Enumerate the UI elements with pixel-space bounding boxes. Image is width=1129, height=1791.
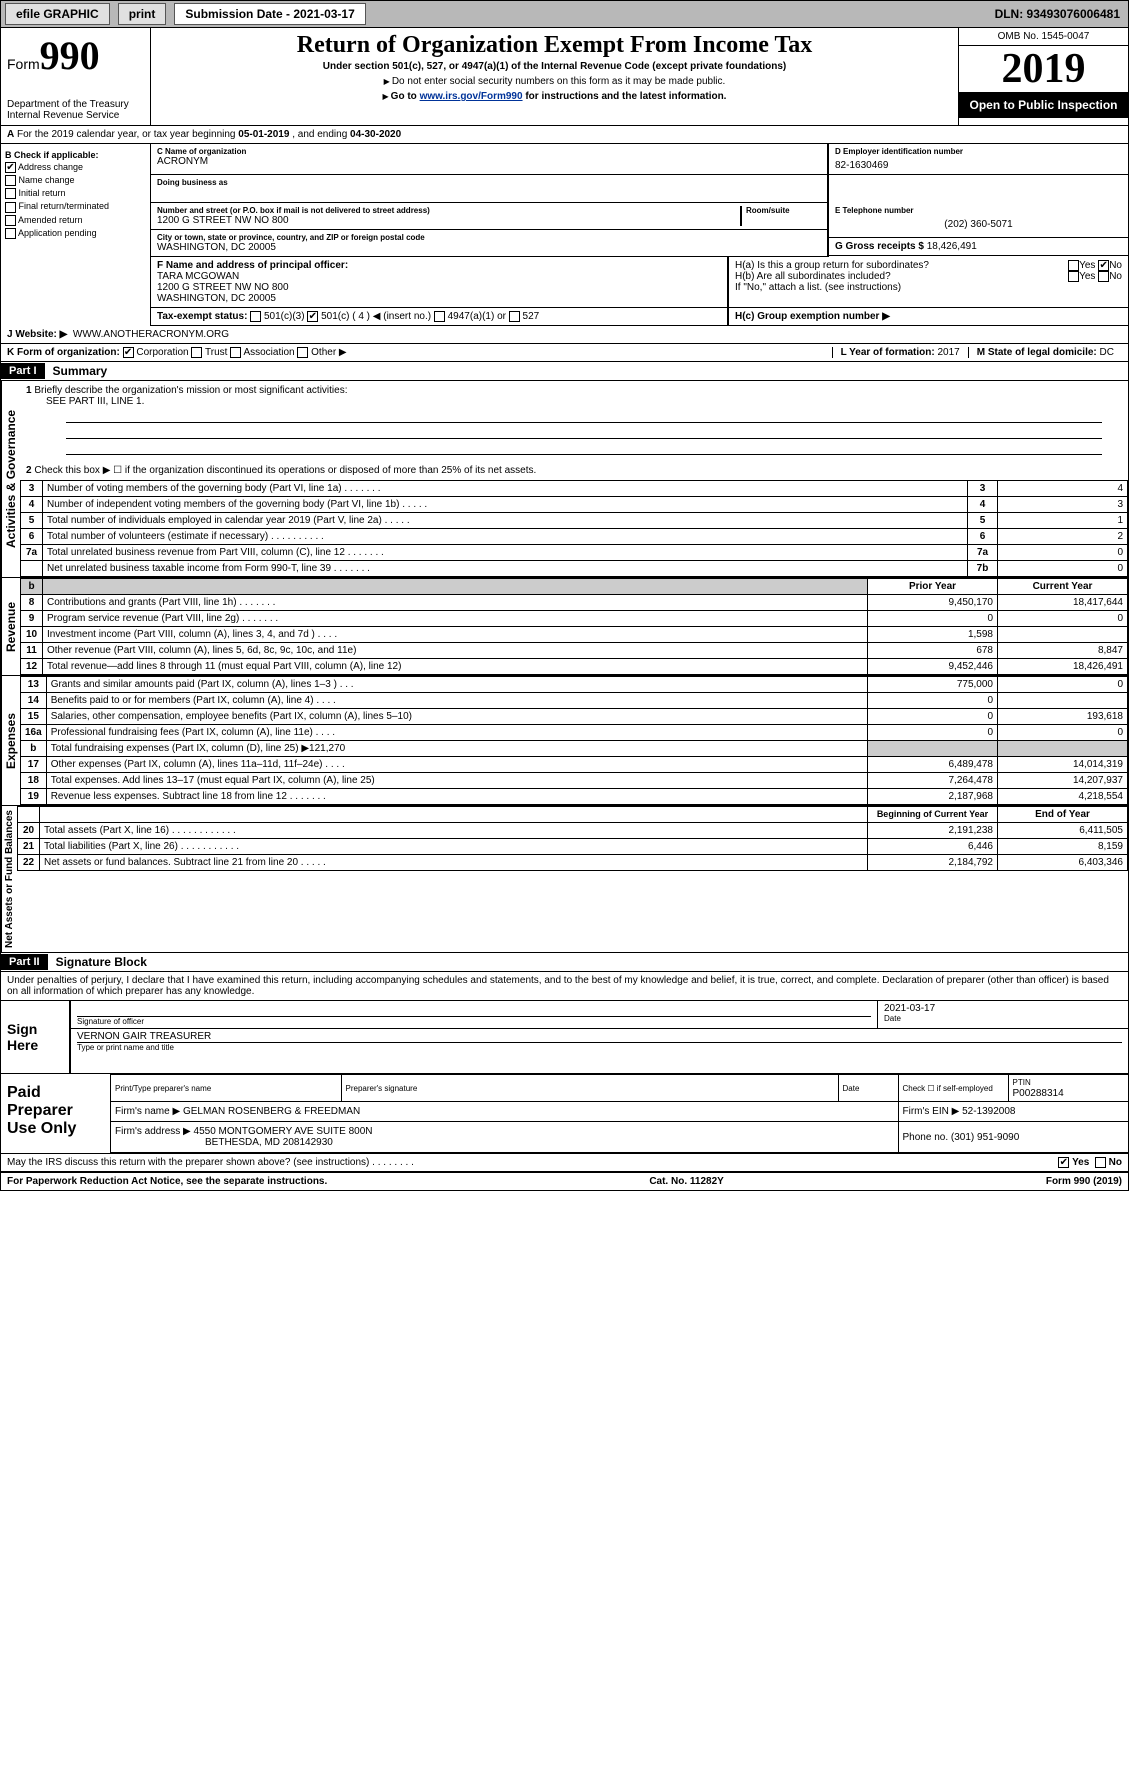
website-value: WWW.ANOTHERACRONYM.ORG [73, 329, 229, 340]
subtitle-3: Go to www.irs.gov/Form990 for instructio… [157, 91, 952, 102]
table-expenses: 13Grants and similar amounts paid (Part … [20, 676, 1128, 805]
sig-date: 2021-03-17 [884, 1003, 1122, 1014]
cb-assoc[interactable] [230, 347, 241, 358]
cb-trust[interactable] [191, 347, 202, 358]
discuss-row: May the IRS discuss this return with the… [1, 1154, 1128, 1173]
entity-info-section: B Check if applicable: Address change Na… [1, 144, 1128, 326]
gross-receipts: 18,426,491 [927, 241, 977, 252]
cb-501c[interactable] [307, 311, 318, 322]
dln-label: DLN: 93493076006481 [995, 7, 1128, 21]
ptin: P00288314 [1013, 1088, 1064, 1099]
org-name: ACRONYM [157, 156, 208, 167]
label-revenue: Revenue [1, 578, 20, 675]
checkbox-app-pending[interactable] [5, 228, 16, 239]
form-of-org-row: K Form of organization: Corporation Trus… [1, 344, 1128, 362]
state-domicile: DC [1100, 347, 1114, 358]
part2-header: Part II Signature Block [1, 953, 1128, 972]
form-header: Form990 Department of the Treasury Inter… [1, 28, 1128, 126]
subtitle-1: Under section 501(c), 527, or 4947(a)(1)… [157, 61, 952, 72]
checkbox-final-return[interactable] [5, 202, 16, 213]
hb-label: H(b) Are all subordinates included? [735, 271, 891, 282]
checkbox-initial-return[interactable] [5, 188, 16, 199]
tax-year-row: A For the 2019 calendar year, or tax yea… [1, 126, 1128, 144]
officer-addr1: 1200 G STREET NW NO 800 [157, 282, 721, 293]
cb-other[interactable] [297, 347, 308, 358]
part1-header: Part I Summary [1, 362, 1128, 381]
tax-year: 2019 [959, 46, 1128, 92]
top-toolbar: efile GRAPHIC print Submission Date - 20… [1, 1, 1128, 28]
paid-preparer-label: Paid Preparer Use Only [1, 1074, 111, 1153]
print-button[interactable]: print [118, 3, 167, 25]
hb-no[interactable] [1098, 271, 1109, 282]
form-990-page: efile GRAPHIC print Submission Date - 20… [0, 0, 1129, 1191]
firm-ein: 52-1392008 [962, 1106, 1015, 1117]
firm-phone: (301) 951-9090 [951, 1132, 1019, 1143]
irs-link[interactable]: www.irs.gov/Form990 [420, 91, 523, 102]
firm-name: GELMAN ROSENBERG & FREEDMAN [183, 1106, 360, 1117]
omb-number: OMB No. 1545-0047 [959, 28, 1128, 46]
checkbox-address-change[interactable] [5, 162, 16, 173]
mission-text: SEE PART III, LINE 1. [26, 396, 144, 407]
officer-addr2: WASHINGTON, DC 20005 [157, 293, 721, 304]
ein: 82-1630469 [835, 156, 1122, 171]
page-footer: For Paperwork Reduction Act Notice, see … [1, 1173, 1128, 1190]
officer-name: TARA MCGOWAN [157, 271, 721, 282]
cb-4947[interactable] [434, 311, 445, 322]
ha-yes[interactable] [1068, 260, 1079, 271]
table-net-assets: Beginning of Current YearEnd of Year 20T… [17, 806, 1128, 871]
form-title: Return of Organization Exempt From Incom… [157, 32, 952, 59]
firm-addr1: 4550 MONTGOMERY AVE SUITE 800N [194, 1126, 373, 1137]
table-activities-governance: 3Number of voting members of the governi… [20, 480, 1128, 577]
sign-here-label: Sign Here [1, 1001, 71, 1073]
hb-yes[interactable] [1068, 271, 1079, 282]
label-expenses: Expenses [1, 676, 20, 805]
cb-527[interactable] [509, 311, 520, 322]
hb-note: If "No," attach a list. (see instruction… [735, 282, 1122, 293]
checkbox-name-change[interactable] [5, 175, 16, 186]
subtitle-2: Do not enter social security numbers on … [157, 76, 952, 87]
checkbox-amended[interactable] [5, 215, 16, 226]
cb-corp[interactable] [123, 347, 134, 358]
open-to-public: Open to Public Inspection [959, 92, 1128, 118]
website-row: J Website: ▶ WWW.ANOTHERACRONYM.ORG [1, 326, 1128, 344]
table-revenue: bPrior YearCurrent Year 8Contributions a… [20, 578, 1128, 675]
form-number: Form990 [7, 32, 144, 79]
street-address: 1200 G STREET NW NO 800 [157, 215, 289, 226]
efile-graphic-button[interactable]: efile GRAPHIC [5, 3, 110, 25]
year-formation: 2017 [937, 347, 959, 358]
perjury-statement: Under penalties of perjury, I declare th… [1, 972, 1128, 1001]
preparer-table: Print/Type preparer's name Preparer's si… [111, 1074, 1128, 1153]
officer-print-name: VERNON GAIR TREASURER [77, 1031, 211, 1042]
discuss-no[interactable] [1095, 1157, 1106, 1168]
ha-no[interactable] [1098, 260, 1109, 271]
discuss-yes[interactable] [1058, 1157, 1069, 1168]
dept-treasury: Department of the Treasury Internal Reve… [7, 99, 144, 121]
city-state-zip: WASHINGTON, DC 20005 [157, 242, 276, 253]
hc-label: H(c) Group exemption number ▶ [735, 311, 890, 322]
cb-501c3[interactable] [250, 311, 261, 322]
submission-date-label: Submission Date - 2021-03-17 [174, 3, 365, 25]
firm-addr2: BETHESDA, MD 208142930 [115, 1137, 333, 1148]
label-net-assets: Net Assets or Fund Balances [1, 806, 17, 952]
ha-label: H(a) Is this a group return for subordin… [735, 260, 929, 271]
telephone: (202) 360-5071 [835, 215, 1122, 234]
label-activities-governance: Activities & Governance [1, 381, 20, 577]
check-if-applicable: B Check if applicable: Address change Na… [1, 144, 151, 326]
